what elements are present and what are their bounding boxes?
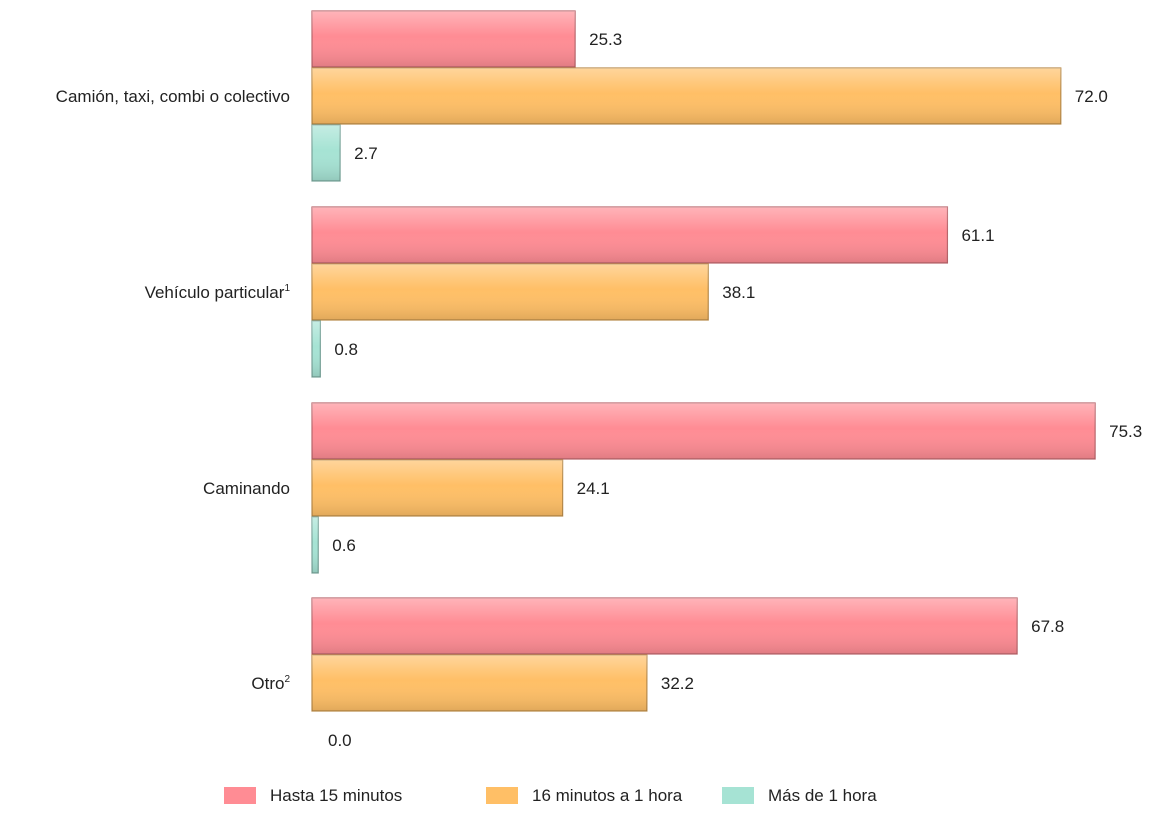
bar-highlight: [312, 517, 319, 573]
data-label: 75.3: [1109, 422, 1142, 441]
category-label-superscript: 1: [284, 283, 290, 294]
legend-item-16-minutos-a-1-hora: 16 minutos a 1 hora: [486, 786, 683, 805]
data-label: 24.1: [577, 479, 610, 498]
data-label: 38.1: [722, 283, 755, 302]
data-label: 67.8: [1031, 617, 1064, 636]
data-label: 2.7: [354, 144, 378, 163]
category-label: Vehículo particular1: [145, 283, 291, 302]
legend-item-mas-de-1-hora: Más de 1 hora: [722, 786, 877, 805]
bar-highlight: [312, 264, 709, 320]
data-label: 0.6: [332, 536, 356, 555]
bar-highlight: [312, 321, 321, 377]
category-group-camion-taxi-combi-o-colectivo: Camión, taxi, combi o colectivo 25.3 72.0 2…: [56, 10, 1108, 182]
category-group-caminando: Caminando 75.3 24.1 0.6: [203, 402, 1142, 574]
legend-swatch: [486, 787, 518, 804]
bar-highlight: [312, 460, 563, 516]
bar-highlight: [312, 125, 341, 181]
data-label: 72.0: [1075, 87, 1108, 106]
data-label: 32.2: [661, 674, 694, 693]
bar-highlight: [312, 598, 1018, 654]
category-label: Camión, taxi, combi o colectivo: [56, 87, 290, 106]
category-label-superscript: 2: [284, 674, 290, 685]
legend-item-hasta-15-minutos: Hasta 15 minutos: [224, 786, 402, 805]
category-group-vehiculo-particular: Vehículo particular1 61.1 38.1 0.8: [145, 206, 995, 378]
category-label: Otro2: [251, 674, 290, 693]
legend-swatch: [722, 787, 754, 804]
bar-highlight: [312, 11, 576, 67]
category-label-text: Vehículo particular: [145, 283, 285, 302]
bar-highlight: [312, 655, 647, 711]
legend-swatch: [224, 787, 256, 804]
data-label: 25.3: [589, 30, 622, 49]
data-label: 0.0: [328, 731, 352, 750]
category-label: Caminando: [203, 479, 290, 498]
bar-highlight: [312, 403, 1096, 459]
category-group-otro: Otro2 67.8 32.2 0.0: [251, 597, 1064, 750]
category-label-text: Caminando: [203, 479, 290, 498]
legend-label: 16 minutos a 1 hora: [532, 786, 683, 805]
legend: Hasta 15 minutos 16 minutos a 1 hora Más d…: [224, 786, 877, 805]
bar-highlight: [312, 68, 1061, 124]
data-label: 0.8: [334, 340, 358, 359]
legend-label: Hasta 15 minutos: [270, 786, 402, 805]
category-label-text: Camión, taxi, combi o colectivo: [56, 87, 290, 106]
plot-area: Camión, taxi, combi o colectivo 25.3 72.0 2…: [56, 10, 1142, 750]
category-label-text: Otro: [251, 674, 284, 693]
bar-highlight: [312, 207, 948, 263]
legend-label: Más de 1 hora: [768, 786, 877, 805]
data-label: 61.1: [961, 226, 994, 245]
